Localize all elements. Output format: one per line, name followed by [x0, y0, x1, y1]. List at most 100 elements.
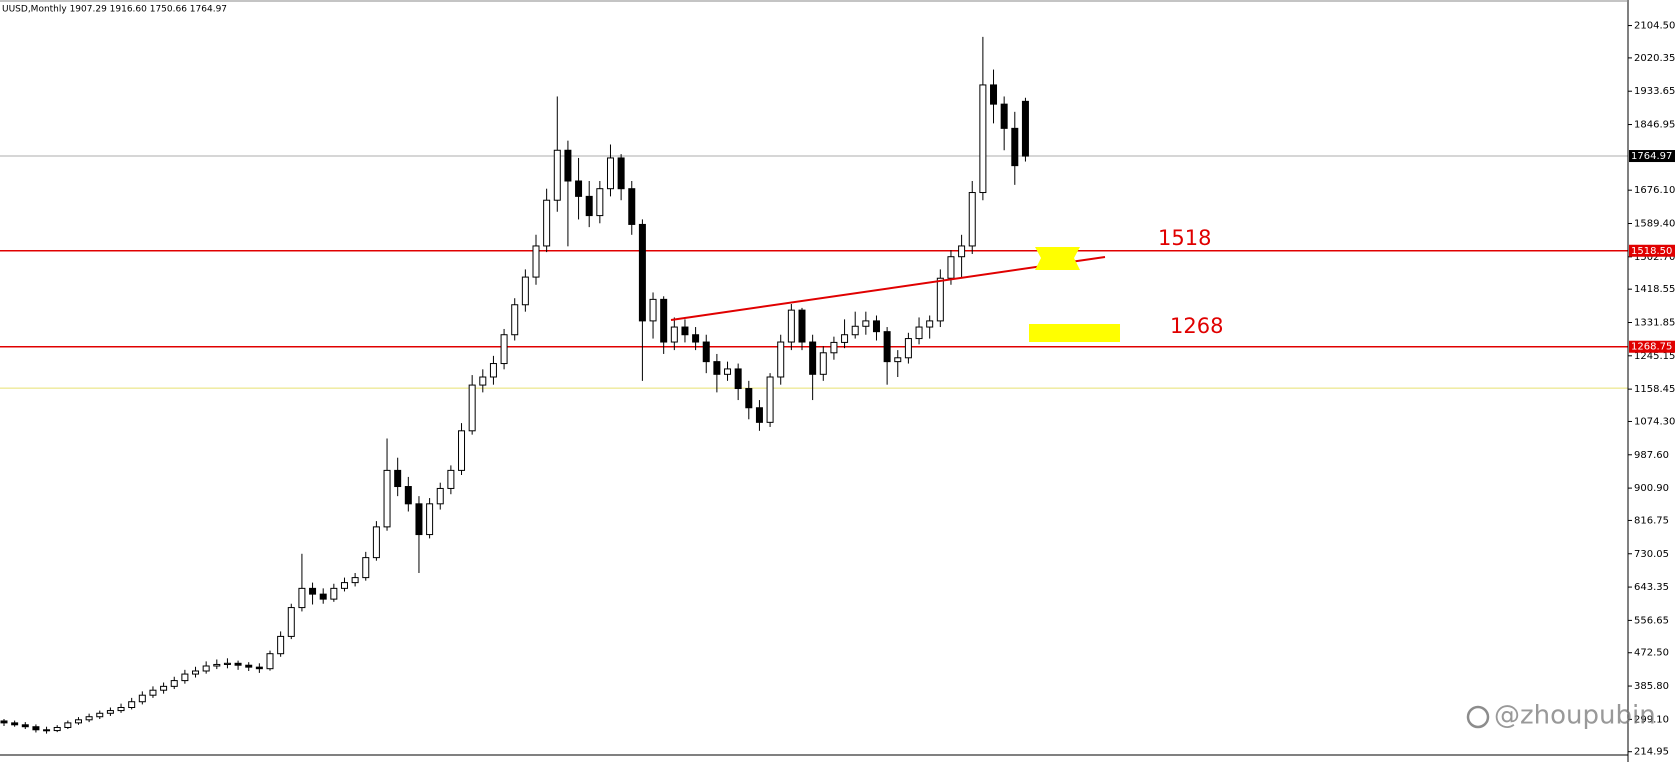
candle-body — [319, 593, 327, 600]
candle-body — [521, 276, 529, 306]
candle-body — [330, 587, 338, 600]
candle-body — [990, 84, 998, 105]
highlight-mark — [1035, 247, 1080, 270]
candle-body — [947, 256, 955, 279]
candle-body — [1011, 127, 1019, 167]
candle-body — [841, 334, 849, 343]
candle-body — [468, 384, 476, 432]
candle-body — [575, 180, 583, 197]
candle-body — [362, 557, 370, 579]
candle-body — [936, 277, 944, 322]
candle-body — [245, 664, 253, 668]
candle-body — [298, 587, 306, 609]
candle-body — [213, 663, 221, 667]
price-level-box — [1629, 150, 1675, 163]
candle-body — [426, 503, 434, 536]
price-level-label: 1268.75 — [1631, 342, 1672, 353]
candle-body — [340, 582, 348, 589]
candle-body — [309, 587, 317, 595]
y-tick-label: 299.10 — [1634, 714, 1669, 725]
candle-body — [64, 722, 72, 728]
candle-body — [777, 341, 785, 378]
candle-body — [681, 326, 689, 336]
price-level-box — [1629, 244, 1675, 257]
annotation: 1268 — [1170, 314, 1223, 338]
candle-body — [883, 331, 891, 363]
candle-body — [787, 309, 795, 343]
y-tick-label: 1418.55 — [1634, 284, 1675, 295]
candle-body — [543, 199, 551, 247]
candle-body — [553, 149, 561, 201]
price-level-label: 1764.97 — [1631, 151, 1672, 162]
candle-body — [394, 469, 402, 488]
candle-body — [798, 309, 806, 343]
candle-body — [904, 338, 912, 359]
candle-body — [692, 334, 700, 343]
candle-body — [724, 368, 732, 375]
y-tick-label: 643.35 — [1634, 582, 1669, 593]
candle-body — [862, 320, 870, 327]
candle-body — [809, 341, 817, 375]
candle-body — [351, 577, 359, 584]
candle-body — [372, 526, 380, 559]
price-axis: 2104.50 2020.35 1933.65 1846.95 1676.10 1589.… — [1628, 21, 1675, 758]
candle-body — [670, 326, 678, 343]
annotation: 1518 — [1158, 226, 1211, 250]
watermark-text: @zhoupubin — [1494, 701, 1656, 731]
candle-body — [117, 706, 125, 712]
candle-body — [404, 486, 412, 505]
candle-body — [149, 689, 157, 696]
candle-body — [181, 673, 189, 682]
y-tick-label: 1846.95 — [1634, 120, 1675, 131]
candle-body — [638, 223, 646, 322]
candle-body — [606, 157, 614, 190]
candle-body — [915, 326, 923, 340]
y-tick-label: 1933.65 — [1634, 86, 1675, 97]
candle-body — [734, 368, 742, 390]
candle-body — [872, 320, 880, 333]
candle-body — [511, 304, 519, 336]
candle-body — [851, 325, 859, 336]
y-tick-label: 1074.30 — [1634, 416, 1675, 427]
candle-body — [926, 320, 934, 328]
y-tick-label: 385.80 — [1634, 681, 1669, 692]
candle-body — [106, 710, 114, 714]
candle-body — [660, 298, 668, 343]
candle-body — [458, 430, 466, 471]
y-tick-label: 2104.50 — [1634, 21, 1675, 32]
candle-body — [192, 670, 200, 675]
candle-body — [894, 357, 902, 363]
y-tick-label: 556.65 — [1634, 615, 1669, 626]
candle-body — [202, 665, 210, 672]
y-tick-label: 1245.15 — [1634, 351, 1675, 362]
candle-body — [447, 469, 455, 489]
candle-body — [1000, 103, 1008, 129]
y-tick-label: 1331.85 — [1634, 317, 1675, 328]
candle-body — [649, 298, 657, 322]
y-tick-label: 900.90 — [1634, 483, 1669, 494]
y-tick-label: 214.95 — [1634, 747, 1669, 758]
watermark-icon — [1466, 705, 1490, 729]
highlight-box — [1029, 324, 1120, 342]
candle-body — [755, 407, 763, 423]
candle-body — [138, 694, 146, 703]
trend-line — [670, 256, 1106, 321]
candle-body — [11, 722, 19, 726]
candle-body — [170, 680, 178, 687]
candle-body — [223, 662, 231, 665]
candle-body — [21, 724, 29, 728]
candle-body — [585, 195, 593, 217]
price-level-box — [1629, 340, 1675, 353]
y-tick-label: 1676.10 — [1634, 185, 1675, 196]
y-tick-label: 730.05 — [1634, 549, 1669, 560]
y-tick-label: 816.75 — [1634, 515, 1669, 526]
candle-body — [383, 469, 391, 528]
candle-body — [532, 245, 540, 278]
candle-body — [745, 388, 753, 409]
y-tick-label: 1589.40 — [1634, 219, 1675, 230]
candle-body — [266, 653, 274, 670]
chart-title: UUSD,Monthly 1907.29 1916.60 1750.66 176… — [2, 5, 227, 15]
candle-body — [85, 716, 93, 721]
